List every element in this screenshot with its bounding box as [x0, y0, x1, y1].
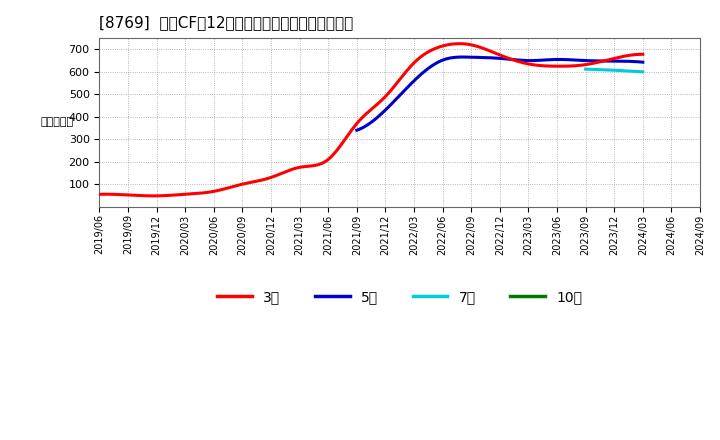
Y-axis label: （百万円）: （百万円） [41, 117, 74, 127]
Text: [8769]  投資CFの12か月移動合計の標準偏差の推移: [8769] 投資CFの12か月移動合計の標準偏差の推移 [99, 15, 354, 30]
Legend: 3年, 5年, 7年, 10年: 3年, 5年, 7年, 10年 [212, 284, 588, 309]
